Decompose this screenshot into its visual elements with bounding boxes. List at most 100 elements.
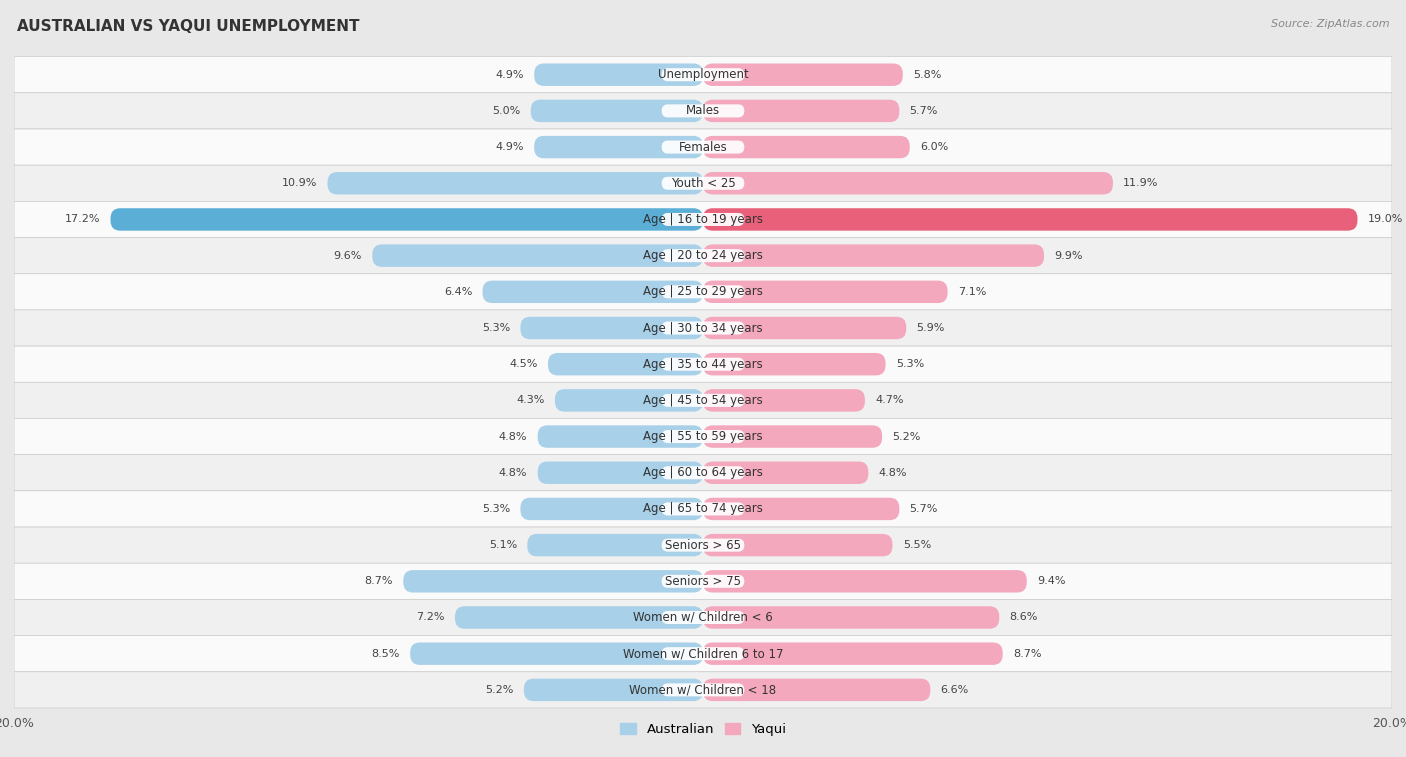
FancyBboxPatch shape [703, 462, 869, 484]
Text: Age | 35 to 44 years: Age | 35 to 44 years [643, 358, 763, 371]
FancyBboxPatch shape [111, 208, 703, 231]
FancyBboxPatch shape [662, 575, 744, 588]
FancyBboxPatch shape [14, 491, 1392, 527]
Text: Age | 65 to 74 years: Age | 65 to 74 years [643, 503, 763, 516]
Text: 8.7%: 8.7% [364, 576, 392, 587]
FancyBboxPatch shape [703, 245, 1045, 267]
FancyBboxPatch shape [456, 606, 703, 629]
FancyBboxPatch shape [703, 606, 1000, 629]
FancyBboxPatch shape [482, 281, 703, 303]
FancyBboxPatch shape [703, 316, 907, 339]
Text: 4.9%: 4.9% [495, 70, 524, 79]
FancyBboxPatch shape [537, 462, 703, 484]
Text: 6.4%: 6.4% [444, 287, 472, 297]
FancyBboxPatch shape [14, 527, 1392, 563]
Text: 19.0%: 19.0% [1368, 214, 1403, 224]
FancyBboxPatch shape [14, 455, 1392, 491]
Text: Age | 45 to 54 years: Age | 45 to 54 years [643, 394, 763, 407]
Text: 5.2%: 5.2% [485, 685, 513, 695]
FancyBboxPatch shape [662, 684, 744, 696]
FancyBboxPatch shape [703, 570, 1026, 593]
Text: Age | 16 to 19 years: Age | 16 to 19 years [643, 213, 763, 226]
FancyBboxPatch shape [662, 249, 744, 262]
FancyBboxPatch shape [662, 68, 744, 81]
Text: 8.6%: 8.6% [1010, 612, 1038, 622]
FancyBboxPatch shape [14, 57, 1392, 93]
FancyBboxPatch shape [703, 172, 1114, 195]
FancyBboxPatch shape [662, 322, 744, 335]
Text: Youth < 25: Youth < 25 [671, 177, 735, 190]
Text: Age | 30 to 34 years: Age | 30 to 34 years [643, 322, 763, 335]
Text: Females: Females [679, 141, 727, 154]
FancyBboxPatch shape [703, 389, 865, 412]
FancyBboxPatch shape [14, 201, 1392, 238]
Text: 4.9%: 4.9% [495, 142, 524, 152]
Text: Women w/ Children < 6: Women w/ Children < 6 [633, 611, 773, 624]
FancyBboxPatch shape [703, 100, 900, 122]
Text: 5.0%: 5.0% [492, 106, 520, 116]
FancyBboxPatch shape [662, 647, 744, 660]
Text: Women w/ Children 6 to 17: Women w/ Children 6 to 17 [623, 647, 783, 660]
FancyBboxPatch shape [531, 100, 703, 122]
Text: Source: ZipAtlas.com: Source: ZipAtlas.com [1271, 19, 1389, 29]
Text: 9.6%: 9.6% [333, 251, 361, 260]
FancyBboxPatch shape [524, 679, 703, 701]
FancyBboxPatch shape [662, 430, 744, 443]
FancyBboxPatch shape [662, 466, 744, 479]
FancyBboxPatch shape [703, 208, 1358, 231]
Text: 7.2%: 7.2% [416, 612, 444, 622]
FancyBboxPatch shape [14, 274, 1392, 310]
Text: 4.8%: 4.8% [879, 468, 907, 478]
Text: 8.7%: 8.7% [1012, 649, 1042, 659]
FancyBboxPatch shape [662, 141, 744, 154]
Text: Age | 55 to 59 years: Age | 55 to 59 years [643, 430, 763, 443]
FancyBboxPatch shape [14, 238, 1392, 274]
Text: 5.3%: 5.3% [482, 504, 510, 514]
Text: 17.2%: 17.2% [65, 214, 100, 224]
Text: 5.3%: 5.3% [482, 323, 510, 333]
FancyBboxPatch shape [14, 600, 1392, 636]
FancyBboxPatch shape [14, 563, 1392, 600]
FancyBboxPatch shape [703, 353, 886, 375]
Text: Age | 60 to 64 years: Age | 60 to 64 years [643, 466, 763, 479]
FancyBboxPatch shape [703, 534, 893, 556]
Text: 5.9%: 5.9% [917, 323, 945, 333]
FancyBboxPatch shape [520, 316, 703, 339]
FancyBboxPatch shape [534, 64, 703, 86]
FancyBboxPatch shape [527, 534, 703, 556]
Text: Age | 25 to 29 years: Age | 25 to 29 years [643, 285, 763, 298]
Text: 9.9%: 9.9% [1054, 251, 1083, 260]
FancyBboxPatch shape [662, 213, 744, 226]
Text: AUSTRALIAN VS YAQUI UNEMPLOYMENT: AUSTRALIAN VS YAQUI UNEMPLOYMENT [17, 19, 360, 34]
FancyBboxPatch shape [662, 285, 744, 298]
FancyBboxPatch shape [703, 64, 903, 86]
FancyBboxPatch shape [703, 497, 900, 520]
Text: 5.7%: 5.7% [910, 504, 938, 514]
Text: 9.4%: 9.4% [1038, 576, 1066, 587]
Text: 11.9%: 11.9% [1123, 178, 1159, 188]
FancyBboxPatch shape [328, 172, 703, 195]
Text: 5.1%: 5.1% [489, 540, 517, 550]
FancyBboxPatch shape [14, 346, 1392, 382]
FancyBboxPatch shape [14, 310, 1392, 346]
FancyBboxPatch shape [14, 129, 1392, 165]
FancyBboxPatch shape [662, 611, 744, 624]
FancyBboxPatch shape [548, 353, 703, 375]
Text: 4.8%: 4.8% [499, 431, 527, 441]
Text: 4.3%: 4.3% [516, 395, 544, 406]
FancyBboxPatch shape [520, 497, 703, 520]
Text: 4.8%: 4.8% [499, 468, 527, 478]
FancyBboxPatch shape [14, 671, 1392, 708]
FancyBboxPatch shape [537, 425, 703, 448]
Text: 5.7%: 5.7% [910, 106, 938, 116]
FancyBboxPatch shape [703, 281, 948, 303]
FancyBboxPatch shape [703, 136, 910, 158]
FancyBboxPatch shape [14, 165, 1392, 201]
FancyBboxPatch shape [14, 93, 1392, 129]
FancyBboxPatch shape [404, 570, 703, 593]
Legend: Australian, Yaqui: Australian, Yaqui [614, 717, 792, 741]
Text: 7.1%: 7.1% [957, 287, 986, 297]
Text: 6.6%: 6.6% [941, 685, 969, 695]
FancyBboxPatch shape [373, 245, 703, 267]
FancyBboxPatch shape [703, 679, 931, 701]
